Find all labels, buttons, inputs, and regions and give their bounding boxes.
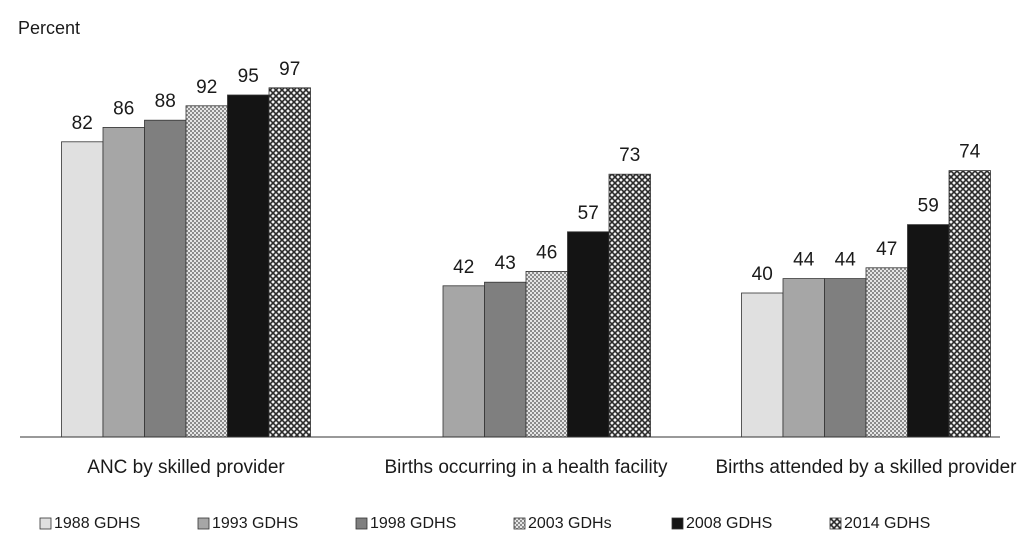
x-tick-label: Births occurring in a health facility [384, 457, 668, 478]
legend-label: 1988 GDHS [54, 515, 140, 532]
legend-swatch [671, 517, 684, 530]
legend-label: 2014 GDHS [844, 515, 930, 532]
value-label: 43 [495, 253, 516, 274]
value-label: 59 [918, 196, 939, 217]
bar [907, 224, 950, 438]
value-label: 44 [835, 250, 857, 271]
value-label: 57 [578, 203, 599, 224]
bar [525, 270, 568, 438]
x-tick-label: Births attended by a skilled provider [715, 457, 1017, 478]
bar [567, 231, 610, 438]
bar [102, 127, 145, 438]
value-label: 95 [238, 66, 259, 87]
bar [782, 278, 825, 438]
value-label: 92 [196, 77, 217, 98]
bar [144, 119, 187, 438]
bar [865, 267, 908, 438]
bar [227, 94, 270, 438]
bar [824, 278, 867, 438]
legend-label: 2008 GDHS [686, 515, 772, 532]
bar [948, 170, 991, 438]
x-tick-label: ANC by skilled provider [87, 457, 285, 478]
bar [61, 141, 104, 438]
legend-swatch [355, 517, 368, 530]
bar [484, 281, 527, 438]
legend-swatch [513, 517, 526, 530]
bar [741, 292, 784, 438]
value-label: 42 [453, 257, 474, 278]
value-label: 82 [72, 113, 93, 134]
bar [608, 173, 651, 438]
value-label: 44 [793, 250, 815, 271]
value-label: 74 [959, 142, 981, 163]
legend-label: 1998 GDHS [370, 515, 456, 532]
value-label: 40 [752, 264, 773, 285]
bar [268, 87, 311, 438]
y-axis-label: Percent [18, 18, 80, 38]
bar [442, 285, 485, 438]
legend-label: 2003 GDHs [528, 515, 612, 532]
legend-swatch [39, 517, 52, 530]
value-label: 47 [876, 239, 897, 260]
legend-label: 1993 GDHS [212, 515, 298, 532]
value-label: 46 [536, 242, 557, 263]
value-label: 88 [155, 91, 176, 112]
value-label: 97 [279, 59, 300, 80]
value-label: 86 [113, 98, 134, 119]
legend-swatch [197, 517, 210, 530]
bar [185, 105, 228, 438]
value-label: 73 [619, 145, 640, 166]
legend-swatch [829, 517, 842, 530]
